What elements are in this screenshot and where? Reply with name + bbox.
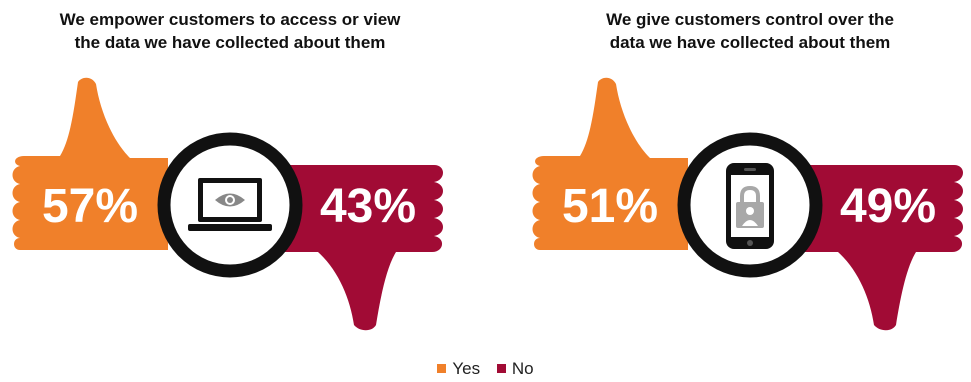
chart-title-line-2: data we have collected about them [609,33,891,52]
value-label-no: 43% [320,180,416,233]
legend-item-yes: Yes [437,359,480,379]
chart-title-access: We empower customers to access or view t… [0,8,460,54]
legend-item-no: No [496,358,534,379]
legend-swatch-yes [437,364,447,373]
thumb-down-no [800,165,963,331]
laptop-eye-icon [188,178,272,231]
phone-lock-icon [726,163,774,249]
thumb-down-shape [800,165,963,331]
chart-title-line-1: We give customers control over the [606,10,894,29]
legend-swatch-no [496,364,506,373]
thumbs-chart-access: 57% 43% [12,77,443,331]
value-label-no: 49% [840,180,936,233]
legend-label-no: No [511,358,534,378]
thumb-up-yes [12,77,168,251]
value-label-yes: 57% [42,180,138,233]
thumb-up-shape [532,77,688,251]
value-label-yes: 51% [562,180,658,233]
legend-label-yes: Yes [452,358,481,378]
chart-title-control: We give customers control over the data … [520,8,971,54]
thumbs-chart-control: 51% 49% [532,77,963,331]
thumb-up-shape [12,77,168,251]
chart-title-line-2: the data we have collected about them [74,33,386,52]
chart-title-line-1: We empower customers to access or view [59,10,401,29]
thumb-up-yes [532,77,688,251]
thumb-down-no [280,165,443,331]
chart-panel-access: We empower customers to access or view t… [0,0,460,350]
chart-panel-control: We give customers control over the data … [520,0,971,350]
thumb-down-shape [280,165,443,331]
legend: Yes No [0,358,971,379]
